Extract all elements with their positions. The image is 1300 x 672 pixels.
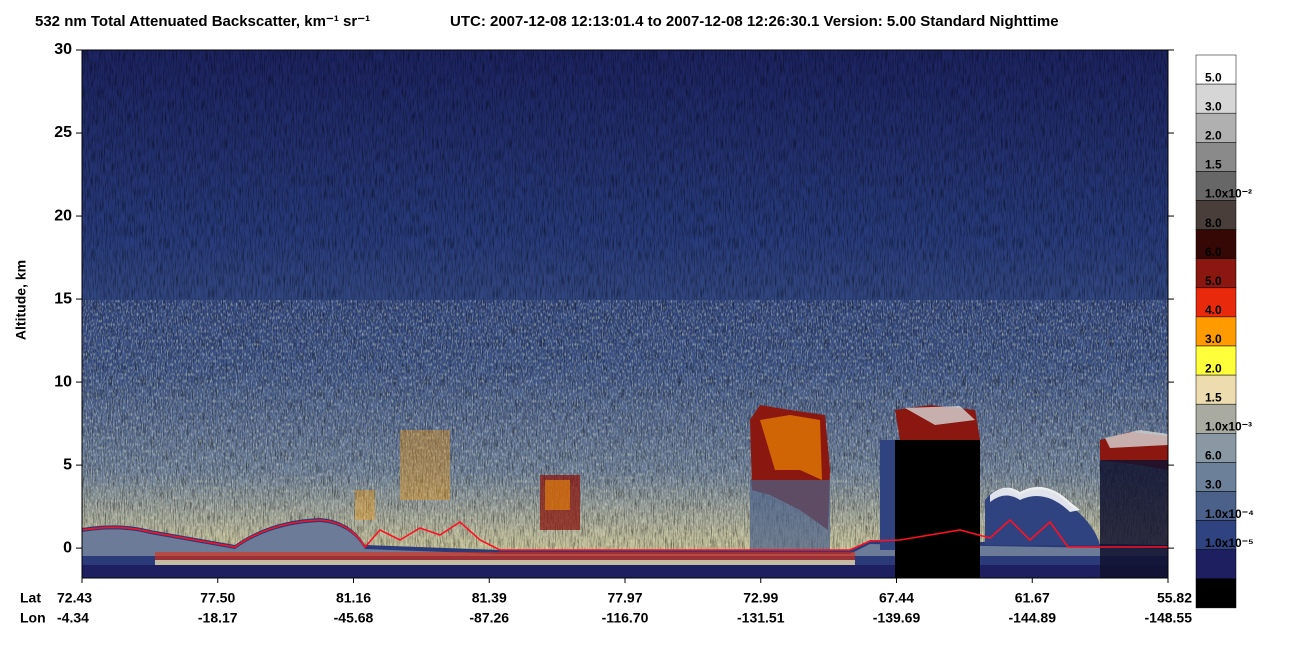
y-axis-label: Altitude, km	[13, 260, 29, 340]
colorbar-box	[1195, 112, 1237, 143]
colorbar-box	[1195, 142, 1237, 172]
colorbar-label: 6.0	[1205, 245, 1222, 259]
colorbar-label: 1.0x10⁻⁵	[1205, 536, 1254, 550]
row-label: Lon	[20, 610, 46, 626]
row-label: Lat	[20, 590, 41, 606]
y-tick-label: 30	[54, 41, 72, 58]
colorbar-box	[1195, 403, 1237, 434]
colorbar-label: 1.0x10⁻³	[1205, 419, 1252, 433]
colorbar-box	[1195, 520, 1237, 550]
colorbar-label: 4.0	[1205, 303, 1222, 317]
cloud	[990, 486, 1080, 512]
chart-title: 532 nm Total Attenuated Backscatter, km⁻…	[35, 13, 370, 30]
lon-label: -87.26	[469, 610, 509, 626]
lon-label: -4.34	[57, 610, 89, 626]
lon-label: -148.55	[1145, 610, 1193, 626]
lon-label: -139.69	[873, 610, 921, 626]
colorbar-label: 3.0	[1205, 99, 1222, 113]
lat-label: 77.50	[200, 590, 235, 606]
colorbar-box	[1195, 549, 1237, 580]
colorbar-label: 8.0	[1205, 216, 1222, 230]
colorbar-box	[1195, 287, 1237, 318]
y-tick-label: 5	[63, 456, 72, 473]
lat-label: 72.43	[57, 590, 92, 606]
colorbar-label: 6.0	[1205, 449, 1222, 463]
lon-label: -144.89	[1009, 610, 1057, 626]
y-tick-label: 10	[54, 373, 72, 390]
lat-label: 81.16	[336, 590, 371, 606]
lon-label: -116.70	[602, 610, 649, 626]
cloud	[1105, 430, 1168, 448]
backscatter-image	[82, 50, 1168, 578]
cloud-shadow	[1100, 460, 1168, 578]
colorbar-box	[1195, 578, 1237, 609]
cloud-shadow	[895, 440, 980, 578]
cloud-shadow	[880, 440, 895, 550]
colorbar-label: 1.5	[1205, 158, 1222, 172]
y-tick-label: 20	[54, 207, 72, 224]
lon-label: -45.68	[334, 610, 374, 626]
colorbar-label: 1.0x10⁻²	[1205, 187, 1252, 201]
colorbar-box	[1195, 54, 1237, 85]
colorbar-label: 5.0	[1205, 70, 1222, 84]
colorbar-label: 1.0x10⁻⁴	[1205, 507, 1254, 521]
ground-layer	[82, 565, 1168, 578]
cloud	[400, 430, 450, 500]
y-tick-label: 0	[63, 539, 72, 556]
cloud	[905, 406, 975, 425]
colorbar-label: 2.0	[1205, 361, 1222, 375]
colorbar-label: 2.0	[1205, 128, 1222, 142]
surface-line	[82, 518, 1168, 551]
colorbar-box	[1195, 200, 1237, 230]
colorbar-box	[1195, 229, 1237, 259]
cloud	[760, 415, 822, 480]
cloud-shadow	[750, 480, 830, 550]
lat-label: 61.67	[1015, 590, 1050, 606]
lat-label: 77.97	[607, 590, 642, 606]
lat-label: 67.44	[879, 590, 914, 606]
colorbar-label: 3.0	[1205, 478, 1222, 492]
ground-layer	[155, 560, 855, 565]
lon-label: -131.51	[737, 610, 785, 626]
chart-subtitle: UTC: 2007-12-08 12:13:01.4 to 2007-12-08…	[450, 13, 1059, 30]
y-tick-label: 15	[54, 290, 72, 307]
colorbar-label: 1.5	[1205, 390, 1222, 404]
ground-layer	[155, 552, 855, 560]
lon-label: -18.17	[198, 610, 238, 626]
colorbar-box	[1195, 316, 1237, 347]
y-tick-label: 25	[54, 124, 72, 141]
colorbar-label: 3.0	[1205, 332, 1222, 346]
lat-label: 55.82	[1157, 590, 1192, 606]
colorbar-box	[1195, 83, 1237, 114]
colorbar-box	[1195, 258, 1237, 289]
lat-label: 81.39	[472, 590, 507, 606]
colorbar-box	[1195, 374, 1237, 405]
colorbar-box	[1195, 345, 1237, 376]
cloud	[985, 488, 1100, 545]
lat-label: 72.99	[743, 590, 778, 606]
colorbar-label: 5.0	[1205, 274, 1222, 288]
cloud	[545, 480, 570, 510]
colorbar-box	[1195, 171, 1237, 201]
cloud	[355, 490, 375, 520]
